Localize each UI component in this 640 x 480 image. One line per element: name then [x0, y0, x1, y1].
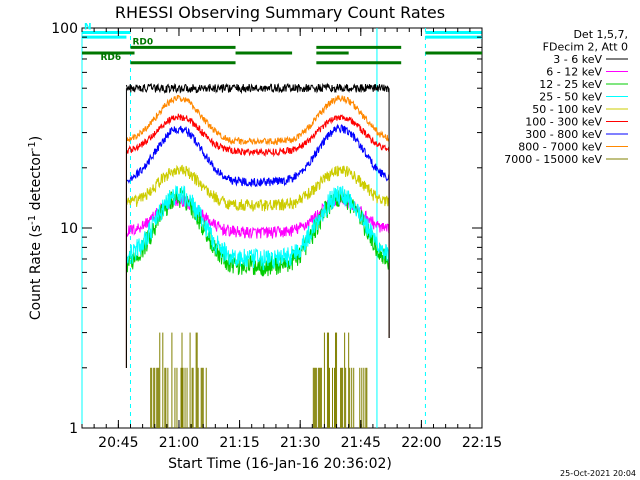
- x-tick-label: 20:45: [98, 435, 138, 451]
- flag-label: N: [84, 22, 92, 32]
- series-path: [125, 113, 390, 158]
- series-path: [125, 123, 390, 188]
- x-tick-label: 22:00: [401, 435, 441, 451]
- x-tick-label: 21:45: [341, 435, 381, 451]
- y-label-part-1: Count Rate (s: [28, 225, 44, 320]
- series-path: [125, 185, 390, 271]
- legend-entry: 50 - 100 keV: [532, 103, 602, 116]
- plot-area: N RD0 RD6: [81, 22, 483, 429]
- x-tick-label: 21:00: [159, 435, 199, 451]
- y-tick-label: 10: [60, 221, 78, 237]
- flag-label: RD6: [100, 53, 121, 63]
- series-line: [125, 194, 390, 368]
- series-path: [126, 94, 390, 146]
- legend-header: FDecim 2, Att 0: [543, 41, 628, 54]
- y-label-sup-2: -1: [27, 141, 38, 151]
- chart-title: RHESSI Observing Summary Count Rates: [115, 3, 445, 22]
- legend-entry: 300 - 800 keV: [525, 128, 602, 141]
- y-label-part-3: ): [28, 136, 44, 141]
- series-path: [125, 82, 390, 95]
- y-label-sup-1: -1: [27, 215, 38, 225]
- legend-entry: 800 - 7000 keV: [518, 141, 602, 154]
- legend-entry: 6 - 12 keV: [546, 66, 602, 79]
- series-line: [125, 113, 390, 368]
- y-tick-label: 100: [51, 21, 78, 37]
- series-line: [125, 185, 390, 368]
- series-line: [125, 188, 390, 368]
- x-tick-label: 21:30: [280, 435, 320, 451]
- legend-entry: 12 - 25 keV: [539, 78, 602, 91]
- series-line: [150, 332, 368, 428]
- y-label-part-2: detector: [28, 151, 44, 215]
- y-axis-label: Count Rate (s-1 detector-1): [27, 136, 44, 320]
- legend-entry: 25 - 50 keV: [539, 91, 602, 104]
- flag-label: RD0: [132, 37, 153, 47]
- y-tick-label: 1: [69, 421, 78, 437]
- legend-entry: 100 - 300 keV: [525, 116, 602, 129]
- footer-timestamp: 25-Oct-2021 20:04: [560, 469, 636, 478]
- legend-entry: 3 - 6 keV: [553, 53, 602, 66]
- x-tick-label: 22:15: [462, 435, 502, 451]
- legend-entry: 7000 - 15000 keV: [504, 153, 602, 166]
- series-path: [125, 164, 390, 212]
- series-line: [125, 123, 390, 368]
- legend-header: Det 1,5,7,: [573, 28, 628, 41]
- x-tick-label: 21:15: [219, 435, 259, 451]
- series-line: [125, 82, 390, 368]
- x-axis-label: Start Time (16-Jan-16 20:36:02): [168, 456, 392, 472]
- x-axis: 20:45 21:00 21:15 21:30 21:45 22:00 22:15: [81, 28, 502, 451]
- y-axis: 1 10 100: [51, 21, 482, 437]
